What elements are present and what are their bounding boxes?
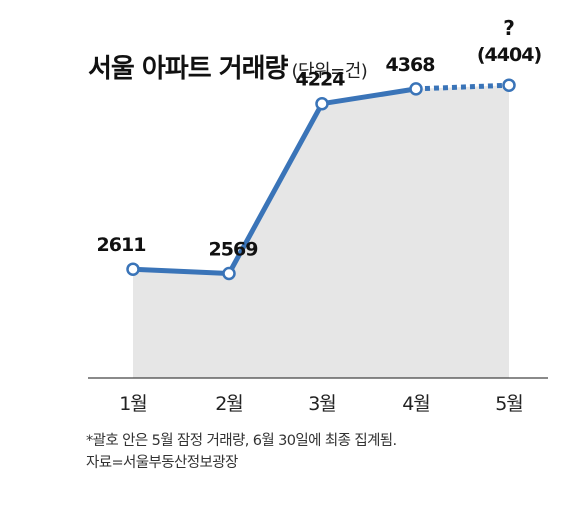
series-line-provisional	[415, 82, 510, 92]
chart-title: 서울 아파트 거래량	[88, 54, 288, 84]
value-label-4: 4368	[386, 54, 436, 76]
data-point-2	[222, 266, 236, 281]
chart-notes: *괄호 안은 5월 잠정 거래량, 6월 30일에 최종 집계됨. 자료=서울부…	[86, 430, 397, 474]
data-point-4	[409, 82, 423, 96]
series-line-solid	[132, 86, 417, 276]
value-label-3: 4224	[296, 69, 346, 91]
area-fill	[133, 85, 509, 378]
x-tick-label-1: 1월	[119, 393, 147, 415]
data-labels: 2611 2569 4224 4368 (4404)?	[97, 16, 543, 261]
value-label-2: 2569	[209, 239, 258, 261]
x-tick-label-3: 3월	[308, 393, 336, 415]
value-label-5: (4404)	[477, 44, 542, 66]
source-note: 자료=서울부동산정보광장	[86, 455, 238, 471]
value-label-1: 2611	[97, 234, 146, 256]
data-point-3	[315, 96, 329, 111]
provisional-question-mark: ?	[503, 16, 515, 40]
x-tick-label-4: 4월	[402, 393, 430, 415]
x-tick-label-5: 5월	[495, 393, 523, 415]
x-tick-labels: 1월 2월 3월 4월 5월	[119, 393, 524, 415]
chart-unit: (단위=건)	[291, 61, 368, 82]
footnote: *괄호 안은 5월 잠정 거래량, 6월 30일에 최종 집계됨.	[86, 433, 397, 449]
chart-title-block: 서울 아파트 거래량 (단위=건)	[88, 48, 368, 88]
data-point-1	[126, 262, 140, 276]
data-markers	[126, 78, 516, 281]
x-tick-label-2: 2월	[215, 393, 243, 415]
data-point-5	[502, 78, 516, 92]
